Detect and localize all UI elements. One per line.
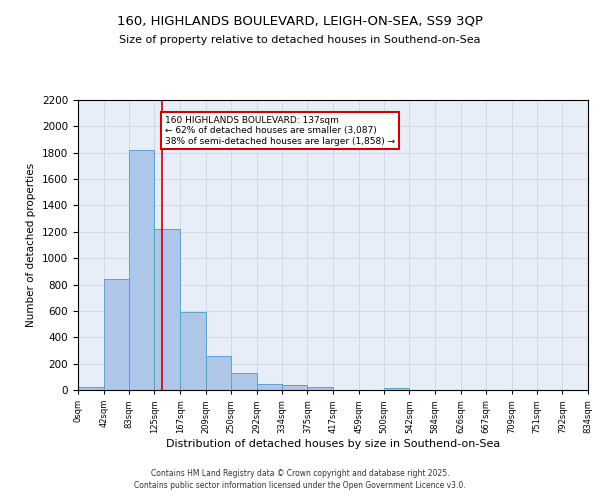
Text: Size of property relative to detached houses in Southend-on-Sea: Size of property relative to detached ho… xyxy=(119,35,481,45)
Bar xyxy=(206,356,231,390)
Bar xyxy=(154,229,180,390)
Bar xyxy=(129,150,154,390)
Bar xyxy=(180,312,206,390)
X-axis label: Distribution of detached houses by size in Southend-on-Sea: Distribution of detached houses by size … xyxy=(166,438,500,448)
Bar xyxy=(282,386,307,390)
Y-axis label: Number of detached properties: Number of detached properties xyxy=(26,163,37,327)
Bar xyxy=(231,373,257,390)
Bar xyxy=(78,388,104,390)
Text: Contains HM Land Registry data © Crown copyright and database right 2025.
Contai: Contains HM Land Registry data © Crown c… xyxy=(134,468,466,490)
Bar xyxy=(104,278,129,390)
Bar xyxy=(257,384,282,390)
Bar xyxy=(307,386,333,390)
Text: 160, HIGHLANDS BOULEVARD, LEIGH-ON-SEA, SS9 3QP: 160, HIGHLANDS BOULEVARD, LEIGH-ON-SEA, … xyxy=(117,15,483,28)
Bar xyxy=(384,388,409,390)
Text: 160 HIGHLANDS BOULEVARD: 137sqm
← 62% of detached houses are smaller (3,087)
38%: 160 HIGHLANDS BOULEVARD: 137sqm ← 62% of… xyxy=(165,116,395,146)
